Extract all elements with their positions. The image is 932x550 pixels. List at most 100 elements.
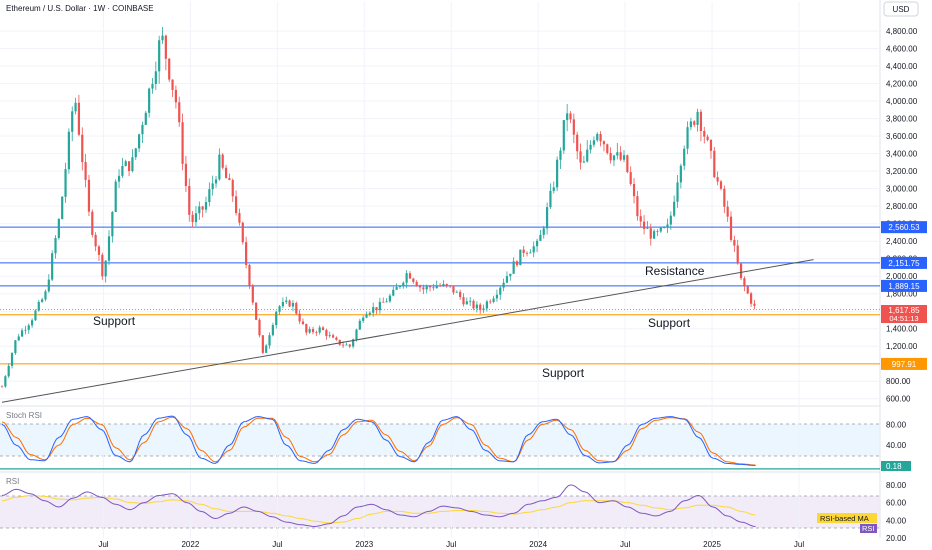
level-badge: [881, 256, 927, 269]
y-tick-label: 4,200.00: [886, 80, 918, 89]
candle-body: [736, 245, 739, 264]
candle-body: [489, 301, 492, 303]
candle-body: [408, 273, 412, 279]
candle-body: [224, 167, 228, 179]
candle-body: [418, 286, 422, 288]
candle-body: [753, 303, 756, 306]
candle-body: [739, 263, 743, 279]
candle-body: [392, 289, 395, 296]
candle-body: [653, 231, 656, 239]
x-tick-label: 2023: [355, 540, 373, 549]
candle-body: [365, 314, 368, 318]
stoch-rsi-lines: [0, 415, 880, 470]
candle-body: [532, 246, 535, 253]
candle-body: [679, 165, 682, 183]
candle-body: [723, 188, 726, 207]
candle-body: [716, 177, 719, 182]
candle-body: [308, 329, 311, 333]
candle-body: [181, 122, 184, 164]
candle-body: [445, 284, 448, 286]
annotation-support-right: Support: [648, 316, 691, 330]
candle-body: [184, 163, 188, 187]
candle-body: [559, 150, 562, 160]
candle-body: [649, 228, 652, 239]
level-label: 2,151.75: [888, 259, 920, 268]
candle-body: [34, 310, 37, 321]
candle-body: [525, 252, 529, 254]
candle-body: [138, 134, 141, 149]
rsi-ma-badge-bg: [817, 513, 877, 523]
candle-body: [395, 287, 398, 290]
candle-body: [699, 111, 703, 132]
candle-body: [535, 240, 539, 247]
candle-body: [659, 227, 662, 232]
candle-body: [576, 134, 579, 152]
currency-button[interactable]: USD: [883, 1, 919, 17]
candle-body: [729, 216, 733, 240]
candle-body: [81, 134, 84, 163]
currency-button-label[interactable]: USD: [893, 5, 910, 14]
candle-body: [315, 332, 318, 333]
rsi-line: [1, 484, 756, 528]
candle-body: [372, 307, 375, 313]
candle-body: [204, 202, 208, 210]
candle-body: [519, 249, 522, 266]
candle-body: [479, 304, 482, 311]
candle-body: [572, 119, 575, 135]
candle-body: [134, 148, 137, 158]
x-tick-label: Jul: [446, 540, 456, 549]
candle-body: [94, 234, 97, 247]
candle-body: [545, 207, 549, 229]
candle-body: [228, 178, 231, 180]
currency-button-frame[interactable]: [883, 1, 919, 17]
candle-body: [57, 219, 60, 238]
candle-body: [629, 172, 632, 184]
candle-body: [111, 211, 114, 237]
candle-body: [596, 133, 599, 141]
candle-body: [432, 287, 435, 289]
candle-body: [255, 302, 258, 320]
level-label: 1,889.15: [888, 282, 920, 291]
candle-body: [609, 153, 612, 161]
y-tick-label: 600.00: [886, 395, 911, 404]
candle-body: [231, 179, 234, 197]
y-tick-label: 4,000.00: [886, 97, 918, 106]
candle-body: [642, 221, 646, 230]
x-axis-ticks: Jul 2022 Jul 2023 Jul 2024 Jul 2025 Jul: [98, 540, 804, 549]
candle-body: [388, 295, 392, 302]
rsi-y-tick-label: 20.00: [886, 534, 907, 543]
candle-body: [522, 249, 525, 253]
stoch-k-line: [1, 415, 756, 466]
candle-body: [338, 339, 341, 345]
candle-body: [318, 327, 321, 333]
y-tick-label: 1,800.00: [886, 290, 918, 299]
rsi-title: RSI: [6, 477, 19, 486]
candle-body: [492, 298, 495, 302]
y-tick-label: 1,400.00: [886, 325, 918, 334]
candle-body: [328, 335, 331, 337]
candle-body: [542, 228, 545, 235]
candle-body: [301, 321, 305, 325]
candle-body: [733, 239, 736, 246]
y-tick-label: 2,000.00: [886, 272, 918, 281]
level-label: 2,560.53: [888, 223, 920, 232]
rsi-legend: RSI-based MA RSI: [817, 513, 877, 533]
y-tick-label: 3,200.00: [886, 167, 918, 176]
candle-body: [562, 120, 565, 151]
candle-body: [14, 340, 17, 354]
candle-body: [148, 88, 151, 113]
candle-body: [582, 161, 585, 163]
x-tick-label: 2024: [529, 540, 547, 549]
candle-body: [422, 287, 425, 290]
candle-body: [201, 206, 204, 210]
candle-body: [515, 261, 519, 266]
stoch-value-label: 0.18: [886, 462, 902, 471]
candle-body: [539, 234, 542, 241]
candle-body: [335, 337, 338, 340]
level-label: 997.91: [892, 360, 917, 369]
y-tick-label: 3,000.00: [886, 185, 918, 194]
candle-body: [402, 282, 405, 286]
rsi-ma-badge-label: RSI-based MA: [820, 514, 869, 523]
candle-body: [91, 211, 94, 235]
